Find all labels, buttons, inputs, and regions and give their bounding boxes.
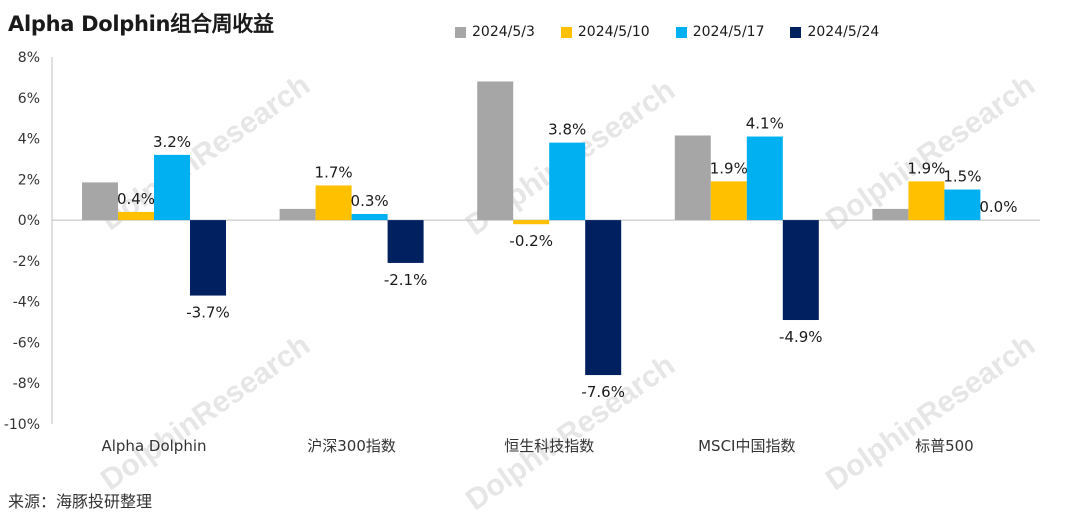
chart-legend: 2024/5/3 2024/5/10 2024/5/17 2024/5/24 [455, 24, 905, 40]
legend-swatch [560, 26, 572, 38]
legend-swatch [675, 26, 687, 38]
legend-swatch [455, 26, 466, 38]
legend-item: 2024/5/10 [560, 24, 650, 40]
bar [944, 189, 981, 221]
legend-label: 2024/5/3 [472, 24, 535, 40]
y-tick-label: 4% [18, 132, 40, 148]
category-label: 恒生科技指数 [504, 437, 594, 455]
chart-title: Alpha Dolphin组合周收益 [8, 12, 274, 36]
data-label: 0.4% [117, 190, 155, 208]
bar [477, 81, 514, 221]
bar [387, 220, 424, 263]
bar [908, 181, 945, 221]
bar [710, 181, 747, 221]
data-label: 1.9% [710, 159, 748, 177]
y-tick-label: 0% [18, 213, 40, 229]
bar [585, 220, 622, 376]
data-label: -2.1% [384, 271, 428, 289]
legend-swatch [790, 26, 802, 38]
bar [549, 142, 586, 221]
legend-label: 2024/5/24 [807, 24, 880, 40]
data-label: 0.3% [351, 192, 389, 210]
y-tick-label: -4% [13, 295, 40, 311]
bar [513, 220, 550, 225]
bar [351, 213, 388, 221]
legend-item: 2024/5/24 [790, 24, 879, 40]
legend-item: 2024/5/3 [455, 24, 535, 40]
legend-item: 2024/5/17 [675, 24, 765, 40]
data-label: -0.2% [509, 232, 553, 250]
data-label: 1.7% [315, 163, 353, 181]
data-label: 1.9% [907, 159, 945, 177]
y-tick-label: 8% [18, 50, 40, 66]
y-tick-label: 6% [18, 91, 40, 107]
source-note: 来源：海豚投研整理 [8, 492, 153, 511]
data-label: 1.5% [943, 168, 981, 186]
legend-label: 2024/5/17 [692, 24, 765, 40]
data-label: 3.8% [548, 121, 586, 139]
bar [315, 185, 352, 221]
data-label: 0.0% [979, 198, 1017, 216]
category-label: 标普500 [915, 437, 974, 455]
bar [118, 211, 154, 221]
bar [190, 220, 226, 296]
data-label: 3.2% [153, 133, 191, 151]
bar [279, 208, 316, 221]
bar [82, 182, 118, 221]
y-tick-label: -8% [13, 376, 40, 392]
y-tick-label: 2% [18, 172, 40, 188]
category-label: 沪深300指数 [307, 437, 396, 455]
y-tick-label: -10% [4, 417, 40, 433]
y-tick-label: -6% [13, 335, 40, 351]
data-label: 4.1% [746, 115, 784, 133]
bar [674, 135, 711, 221]
category-label: Alpha Dolphin [101, 437, 206, 455]
bar [872, 208, 909, 221]
data-label: -3.7% [186, 304, 230, 322]
legend-label: 2024/5/10 [577, 24, 650, 40]
category-label: MSCI中国指数 [698, 437, 795, 455]
bar [782, 220, 819, 321]
data-label: -4.9% [779, 328, 823, 346]
y-tick-label: -2% [13, 254, 40, 270]
bar [154, 154, 190, 221]
data-label: -7.6% [581, 383, 625, 401]
bar [746, 136, 783, 221]
